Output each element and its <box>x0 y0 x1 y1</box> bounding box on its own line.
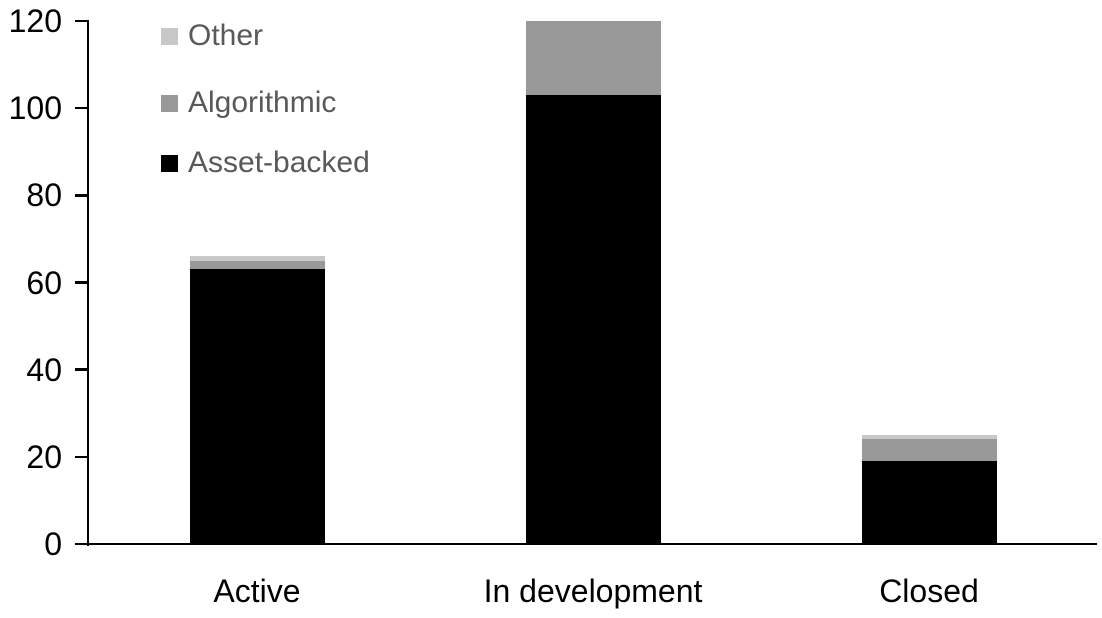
bar-segment-active-other <box>189 256 325 261</box>
bar-segment-active-algorithmic <box>189 260 325 270</box>
legend-label-other: Other <box>188 19 264 52</box>
bar-segment-in-development-algorithmic <box>525 21 661 96</box>
legend-swatch-algorithmic <box>161 94 178 112</box>
bar-segment-closed-asset-backed <box>861 461 997 544</box>
x-axis-label-in-development: In development <box>483 573 703 609</box>
bar-segment-closed-other <box>861 435 997 440</box>
y-tick-label: 60 <box>26 264 62 301</box>
y-tick-label: 100 <box>8 90 62 127</box>
y-tick-mark <box>74 455 89 459</box>
legend-swatch-asset-backed <box>161 154 178 172</box>
y-tick-mark <box>74 106 89 110</box>
x-axis-label-active: Active <box>213 573 301 609</box>
legend-label-algorithmic: Algorithmic <box>188 86 337 119</box>
y-tick-mark <box>74 281 89 284</box>
y-tick-label: 0 <box>44 526 62 562</box>
bar-segment-closed-algorithmic <box>861 439 997 462</box>
x-axis-line <box>89 542 1097 546</box>
y-tick-label: 120 <box>8 3 62 39</box>
y-tick-mark <box>74 368 89 371</box>
y-tick-label: 40 <box>26 351 62 388</box>
legend-label-asset-backed: Asset-backed <box>188 146 370 179</box>
y-tick-mark <box>74 194 89 197</box>
y-tick-mark <box>74 19 89 23</box>
y-tick-label: 20 <box>26 438 62 475</box>
bar-segment-in-development-asset-backed <box>525 95 661 544</box>
y-tick-mark <box>74 542 89 546</box>
legend-swatch-other <box>161 27 178 45</box>
y-tick-label: 80 <box>26 177 62 214</box>
x-axis-label-closed: Closed <box>879 573 979 609</box>
bar-segment-active-asset-backed <box>189 269 325 544</box>
